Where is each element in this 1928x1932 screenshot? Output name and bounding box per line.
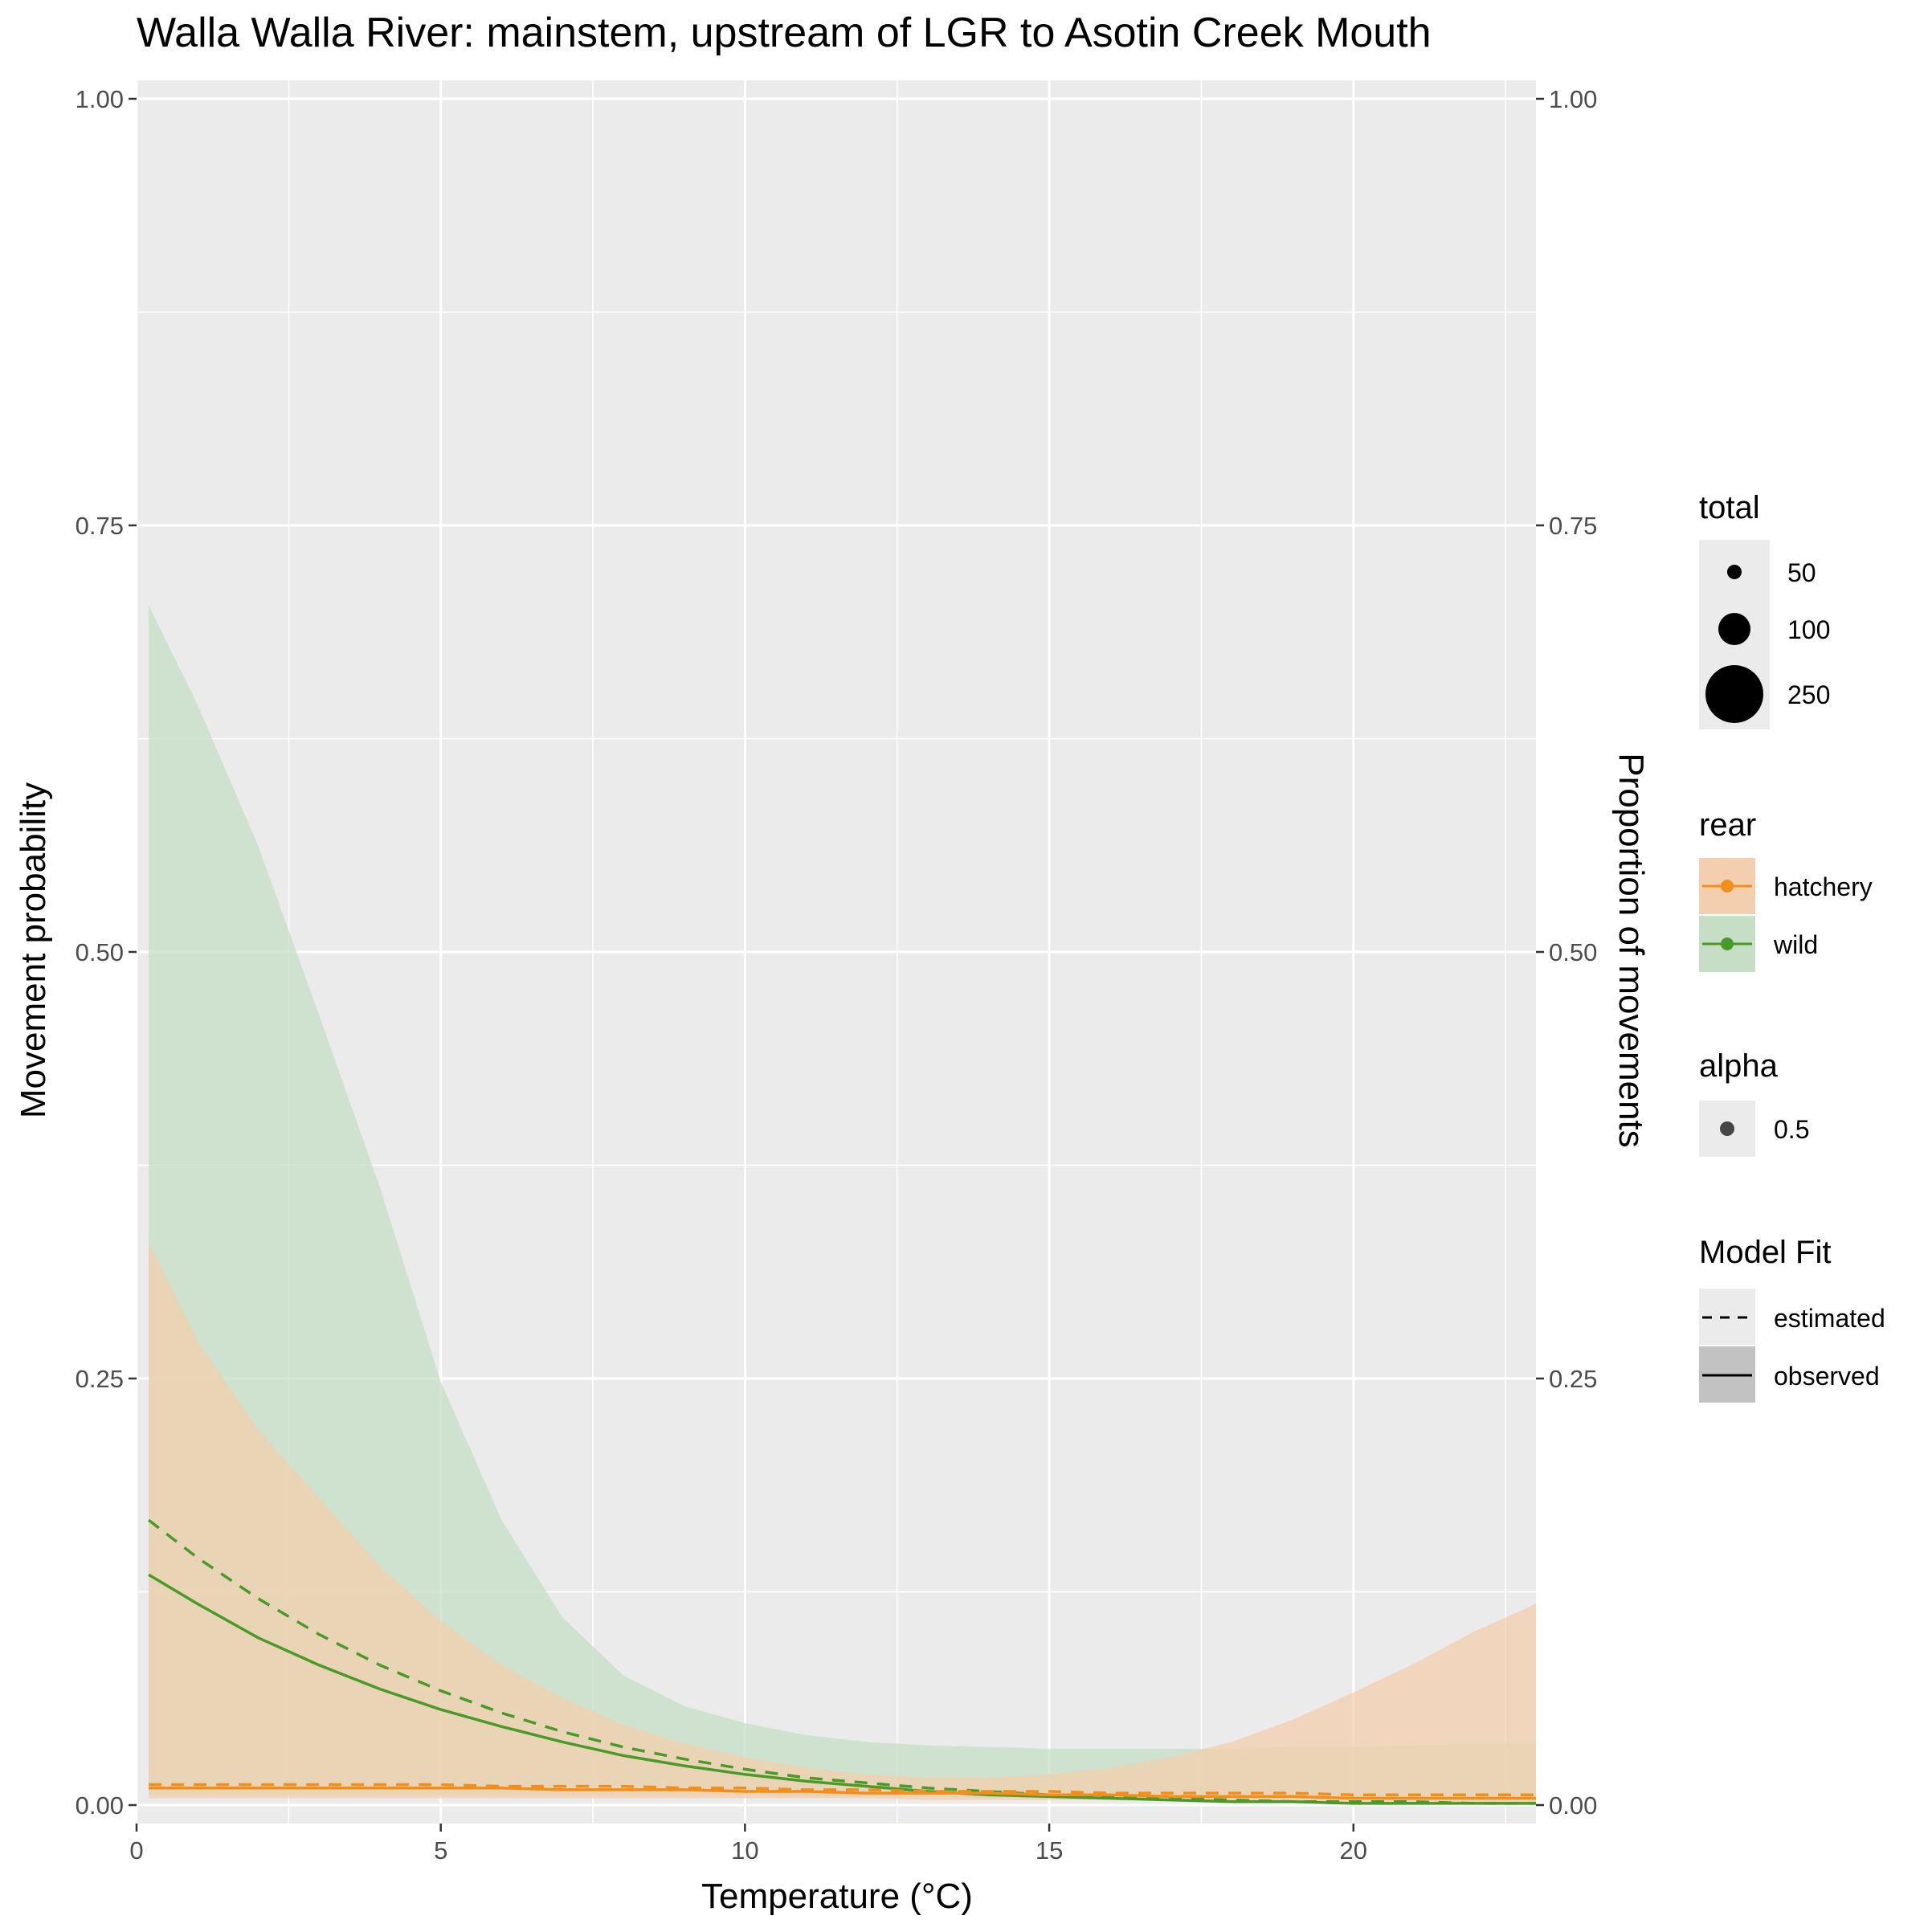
legend-rear: rear hatchery wild bbox=[1699, 807, 1873, 972]
y-tick-label-left: 0.25 bbox=[76, 1365, 124, 1393]
series-line-hatchery-observed bbox=[149, 1787, 1536, 1800]
legend-total-title: total bbox=[1699, 490, 1760, 525]
legend-total: total 50 100 250 bbox=[1699, 490, 1830, 729]
x-tick-label: 10 bbox=[731, 1836, 758, 1865]
confidence-bands bbox=[149, 605, 1537, 1803]
legend-alpha-label: 0.5 bbox=[1774, 1115, 1809, 1144]
x-tick-label: 20 bbox=[1340, 1836, 1367, 1865]
y-tick-label-right: 0.00 bbox=[1549, 1791, 1597, 1820]
legend-model-fit-title: Model Fit bbox=[1699, 1235, 1832, 1270]
y-tick-label-left: 0.50 bbox=[76, 938, 124, 966]
series-lines bbox=[148, 1518, 1536, 1805]
y-axis-label: Movement probability bbox=[14, 782, 53, 1118]
y-tick-label-right: 1.00 bbox=[1549, 85, 1597, 113]
legend-rear-key-hatchery-point bbox=[1721, 880, 1734, 892]
y-tick-label-left: 1.00 bbox=[76, 85, 124, 113]
legend-model-fit-label-estimated: estimated bbox=[1774, 1304, 1885, 1333]
band-hatchery bbox=[149, 1242, 1537, 1803]
y-tick-label-right: 0.50 bbox=[1549, 938, 1597, 966]
legend-rear-key-wild-point bbox=[1721, 937, 1734, 950]
chart-title: Walla Walla River: mainstem, upstream of… bbox=[137, 10, 1432, 56]
legend-total-key-100 bbox=[1718, 613, 1750, 645]
legend-total-key-250 bbox=[1705, 665, 1763, 723]
legend-total-label-100: 100 bbox=[1787, 615, 1830, 644]
legend-rear-label-wild: wild bbox=[1773, 930, 1818, 959]
y-tick-label-right: 0.25 bbox=[1549, 1365, 1597, 1393]
legend-model-fit: Model Fit estimated observed bbox=[1699, 1235, 1885, 1403]
x-tick-label: 5 bbox=[434, 1836, 447, 1865]
legend-alpha: alpha 0.5 bbox=[1699, 1048, 1809, 1157]
legend-rear-label-hatchery: hatchery bbox=[1774, 872, 1873, 901]
legend-total-label-250: 250 bbox=[1787, 680, 1830, 709]
x-tick-label: 15 bbox=[1035, 1836, 1063, 1865]
y-tick-label-left: 0.75 bbox=[76, 512, 124, 540]
y-tick-label-left: 0.00 bbox=[76, 1791, 124, 1820]
legend-model-fit-label-observed: observed bbox=[1774, 1362, 1880, 1391]
legend-alpha-key-point bbox=[1720, 1121, 1734, 1136]
legend-rear-title: rear bbox=[1699, 807, 1756, 843]
series-line-wild-observed bbox=[148, 1573, 1536, 1805]
series-line-hatchery-estimated bbox=[149, 1783, 1536, 1797]
legend-total-key-50 bbox=[1727, 565, 1742, 579]
x-tick-label: 0 bbox=[129, 1836, 143, 1865]
x-axis-label: Temperature (°C) bbox=[701, 1877, 973, 1916]
series-line-wild-estimated bbox=[148, 1518, 1536, 1805]
y-tick-label-right: 0.75 bbox=[1549, 512, 1597, 540]
legend-total-label-50: 50 bbox=[1787, 558, 1816, 587]
legend-alpha-title: alpha bbox=[1699, 1048, 1779, 1084]
y-axis-label-right: Proportion of movements bbox=[1611, 753, 1651, 1148]
grid-major bbox=[135, 80, 1536, 1824]
axes: 0 5 10 15 20 0.00 0.00 0.25 0.25 0.50 0.50 0.75 0.75… bbox=[76, 85, 1598, 1865]
